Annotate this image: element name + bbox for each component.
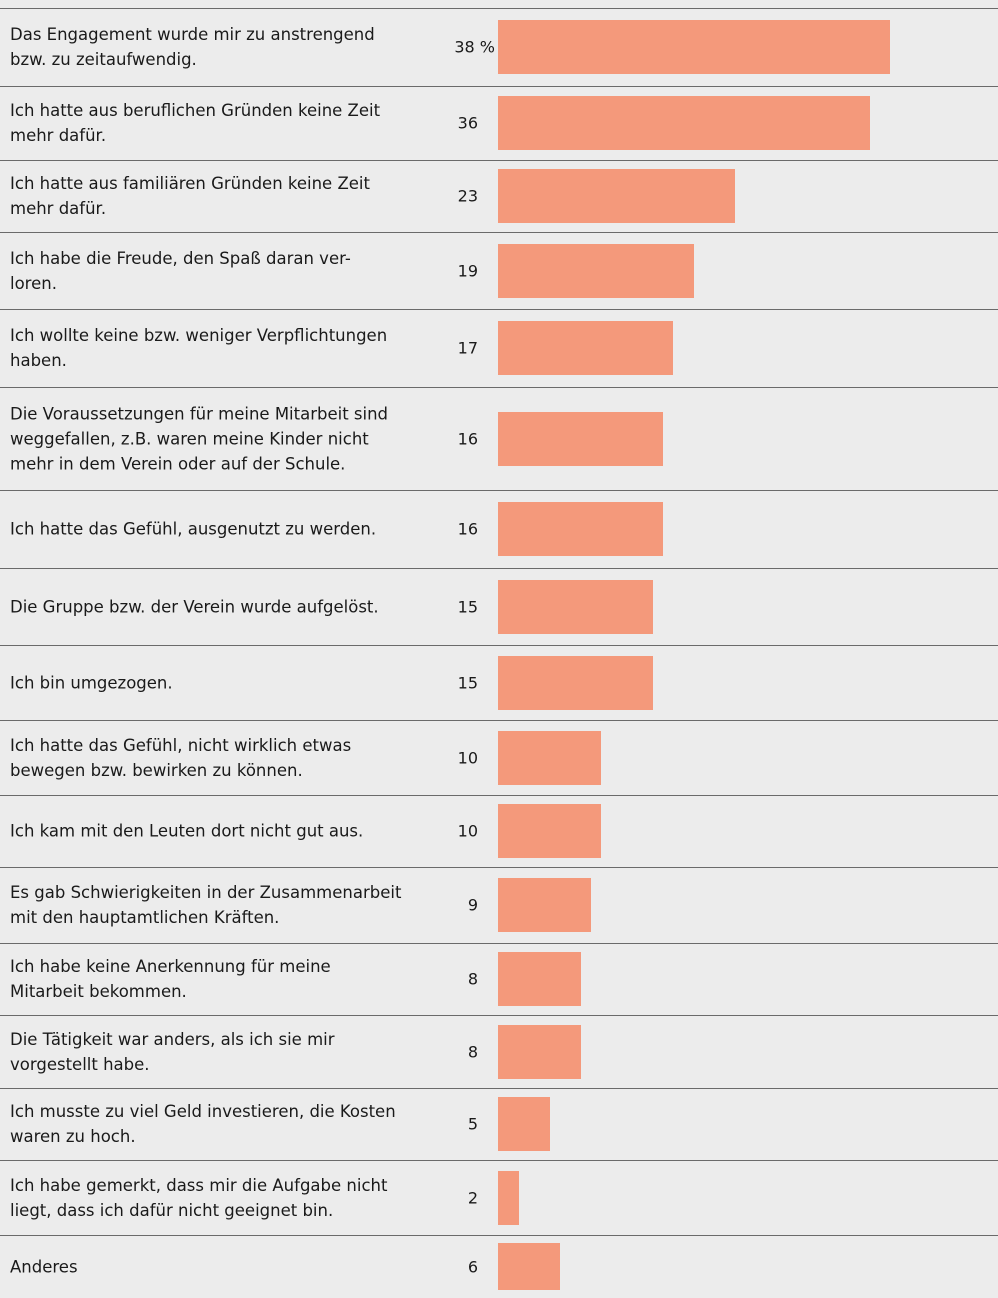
row-separator [0,720,998,721]
category-label: Das Engagement wurde mir zu anstrengend … [10,25,375,69]
row-separator [0,645,998,646]
value-label: 8 [467,969,478,989]
value-label: 6 [467,1257,478,1276]
value-label: 10 [457,821,478,841]
value-label: 2 [467,1188,478,1207]
row-separator [0,309,998,310]
bar [498,20,891,74]
bar [498,804,602,858]
value-label: 10 [457,748,478,767]
bar [498,502,664,556]
bar [498,243,695,298]
bar [498,1024,581,1079]
category-label: Ich habe keine Anerkennung für meine Mit… [10,957,331,1001]
category-label: Ich hatte das Gefühl, ausgenutzt zu werd… [10,519,377,539]
value-label: 38 % [454,37,495,57]
category-label: Es gab Schwierigkeiten in der Zusammenar… [10,883,402,927]
value-label: 19 [457,261,478,280]
category-label: Die Gruppe bzw. der Verein wurde aufgelö… [10,597,379,616]
bar [498,952,581,1006]
bar [498,730,602,785]
value-label: 23 [457,186,478,206]
row-separator [0,943,998,944]
value-label: 5 [467,1114,478,1134]
value-label: 8 [467,1042,478,1061]
bar [498,878,591,932]
category-label: Ich hatte das Gefühl, nicht wirklich etw… [10,735,352,780]
value-label: 17 [457,338,478,358]
bar [498,1243,560,1290]
row-separator [0,8,998,9]
row-separator [0,795,998,796]
value-label: 16 [457,519,478,539]
bar [498,579,653,634]
category-label: Ich musste zu viel Geld investieren, die… [10,1102,396,1146]
bar [498,1170,519,1225]
row-separator [0,1160,998,1161]
row-separator [0,86,998,87]
bar [498,169,736,223]
value-label: 16 [457,429,478,448]
category-label: Ich habe gemerkt, dass mir die Aufgabe n… [10,1175,388,1220]
value-label: 36 [457,113,478,133]
category-label: Ich hatte aus familiären Gründen keine Z… [10,174,370,218]
category-label: Die Voraussetzungen für meine Mitarbeit … [10,404,389,473]
row-separator [0,867,998,868]
row-separator [0,490,998,491]
row-separator [0,160,998,161]
row-separator [0,1088,998,1089]
bar [498,1097,550,1151]
row-separator [0,1015,998,1016]
bar [498,655,653,710]
row-separator [0,387,998,388]
category-label: Ich hatte aus beruflichen Gründen keine … [10,101,381,145]
value-label: 15 [457,597,478,616]
bar [498,96,870,150]
category-label: Anderes [10,1257,78,1276]
value-label: 15 [457,673,478,692]
category-label: Ich bin umgezogen. [10,673,173,692]
category-label: Ich habe die Freude, den Spaß daran ver-… [10,248,351,293]
category-label: Die Tätigkeit war anders, als ich sie mi… [10,1029,335,1074]
row-separator [0,568,998,569]
bar [498,411,664,466]
row-separator [0,232,998,233]
category-label: Ich kam mit den Leuten dort nicht gut au… [10,821,364,841]
value-label: 9 [467,895,478,915]
bar [498,321,674,375]
row-separator [0,1235,998,1236]
category-label: Ich wollte keine bzw. weniger Verpflicht… [10,326,388,370]
